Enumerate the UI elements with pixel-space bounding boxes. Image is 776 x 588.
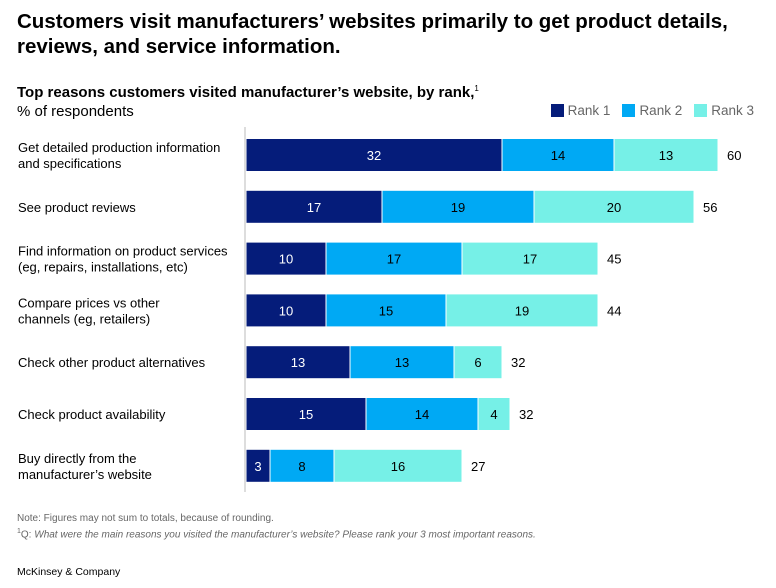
- data-label: 15: [379, 303, 393, 318]
- bar-segment: [365, 397, 479, 431]
- legend-swatch: [622, 104, 636, 117]
- data-label: 19: [515, 303, 529, 318]
- brand-logo: McKinsey & Company: [17, 566, 121, 578]
- footnote-mark: 1: [474, 84, 479, 93]
- data-label: 32: [367, 148, 381, 163]
- legend-swatch: [550, 104, 564, 117]
- data-label: 13: [395, 355, 409, 370]
- total-label: 32: [511, 355, 525, 370]
- bar-segment: [245, 397, 367, 431]
- bar-segment: [477, 397, 511, 431]
- data-label: 3: [254, 459, 261, 474]
- legend-item: Rank 1: [550, 103, 611, 118]
- legend-item: Rank 2: [622, 103, 682, 118]
- data-label: 6: [474, 355, 481, 370]
- data-label: 17: [523, 252, 537, 267]
- data-label: 13: [659, 148, 673, 163]
- total-label: 56: [703, 200, 717, 215]
- data-label: 14: [415, 407, 429, 422]
- category-label: Check other product alternatives: [18, 355, 206, 370]
- notes: Note: Figures may not sum to totals, bec…: [17, 512, 536, 541]
- legend-label: Rank 2: [639, 103, 683, 118]
- category-label: Get detailed production information and s…: [18, 140, 220, 171]
- data-label: 8: [298, 459, 305, 474]
- bar-segment: [613, 138, 719, 172]
- unit-label: % of respondents: [17, 103, 134, 120]
- data-label: 4: [490, 407, 497, 422]
- category-label: See product reviews: [18, 200, 136, 215]
- bar-segment: [445, 293, 599, 328]
- data-label: 14: [551, 148, 565, 163]
- data-label: 13: [291, 355, 305, 370]
- note-text: Note: Figures may not sum to totals, bec…: [17, 513, 274, 524]
- legend: Rank 1 Rank 2 Rank 3: [550, 103, 754, 118]
- data-label: 19: [451, 200, 465, 215]
- bar-segment: [501, 138, 615, 172]
- bar-segment: [325, 241, 463, 276]
- page-title: Customers visit manufacturers’ websites …: [17, 10, 728, 58]
- chart-title: Top reasons customers visited manufactur…: [17, 84, 479, 101]
- footnote-prefix: Q:: [20, 529, 35, 541]
- bar-segment: [461, 241, 599, 276]
- category-label: Buy directly from the manufacturer’s webs…: [18, 451, 152, 482]
- total-label: 32: [519, 407, 533, 422]
- category-label: Check product availability: [18, 407, 166, 422]
- footnote-mark: 1: [17, 528, 21, 535]
- category-label: Compare prices vs other channels (eg, ret…: [18, 295, 160, 326]
- bar-segment: [453, 345, 503, 380]
- data-label: 17: [387, 252, 401, 267]
- chart-title-text: Top reasons customers visited manufactur…: [17, 84, 475, 101]
- data-label: 20: [607, 200, 621, 215]
- bar-segment: [245, 189, 383, 224]
- total-label: 60: [727, 148, 741, 163]
- legend-swatch: [694, 104, 708, 117]
- bar-segment: [269, 448, 335, 483]
- data-label: 16: [391, 459, 405, 474]
- legend-label: Rank 1: [567, 103, 611, 118]
- bar-segment: [245, 345, 351, 380]
- legend-label: Rank 3: [711, 103, 754, 118]
- bar-segment: [245, 448, 271, 483]
- data-label: 10: [279, 303, 293, 318]
- footnote: 1Q: What were the main reasons you visit…: [17, 525, 536, 541]
- bar-segment: [533, 189, 695, 224]
- total-label: 45: [607, 252, 621, 267]
- data-label: 17: [307, 200, 321, 215]
- bar-segment: [245, 293, 327, 328]
- data-label: 15: [299, 407, 313, 422]
- category-label: Find information on product services (eg,…: [18, 244, 228, 275]
- total-label: 27: [471, 459, 485, 474]
- data-label: 10: [279, 252, 293, 267]
- bar-segment: [333, 448, 463, 483]
- bar-segment: [349, 345, 455, 380]
- legend-item: Rank 3: [694, 103, 754, 118]
- total-label: 44: [607, 303, 621, 318]
- footnote-question: What were the main reasons you visited t…: [34, 529, 536, 541]
